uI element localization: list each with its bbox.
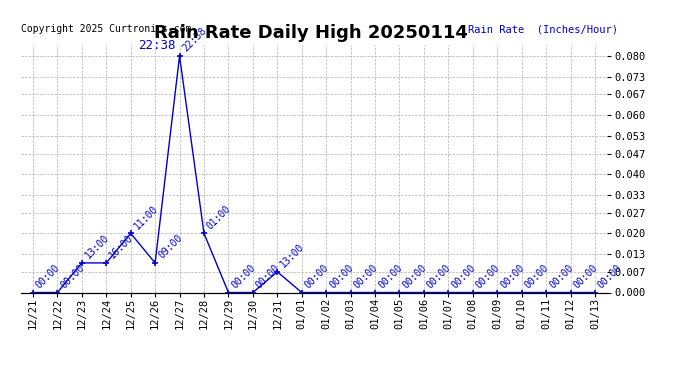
Text: 16:00: 16:00: [108, 233, 135, 261]
Text: 00:00: 00:00: [401, 262, 428, 290]
Text: 00:00: 00:00: [327, 262, 355, 290]
Text: 11:00: 11:00: [132, 203, 159, 231]
Text: 22:38: 22:38: [181, 26, 208, 54]
Text: Rain Rate Daily High 20250114: Rain Rate Daily High 20250114: [154, 24, 467, 42]
Text: 00:00: 00:00: [425, 262, 453, 290]
Text: 00:00: 00:00: [34, 262, 62, 290]
Text: 00:00: 00:00: [572, 262, 600, 290]
Text: Rain Rate  (Inches/Hour): Rain Rate (Inches/Hour): [468, 24, 618, 34]
Text: 00:00: 00:00: [523, 262, 551, 290]
Text: 00:00: 00:00: [596, 262, 624, 290]
Text: 00:00: 00:00: [547, 262, 575, 290]
Text: 00:00: 00:00: [474, 262, 502, 290]
Text: 00:00: 00:00: [254, 262, 282, 290]
Text: 13:00: 13:00: [279, 242, 306, 269]
Text: Copyright 2025 Curtronics.com: Copyright 2025 Curtronics.com: [21, 24, 191, 34]
Text: 13:00: 13:00: [83, 233, 111, 261]
Text: 00:00: 00:00: [376, 262, 404, 290]
Text: 00:00: 00:00: [450, 262, 477, 290]
Text: 00:00: 00:00: [303, 262, 331, 290]
Text: 00:00: 00:00: [498, 262, 526, 290]
Text: 00:00: 00:00: [59, 262, 86, 290]
Text: 22:38: 22:38: [139, 39, 176, 51]
Text: 01:00: 01:00: [205, 203, 233, 231]
Text: 00:00: 00:00: [230, 262, 257, 290]
Text: 00:00: 00:00: [352, 262, 380, 290]
Text: 09:00: 09:00: [157, 233, 184, 261]
